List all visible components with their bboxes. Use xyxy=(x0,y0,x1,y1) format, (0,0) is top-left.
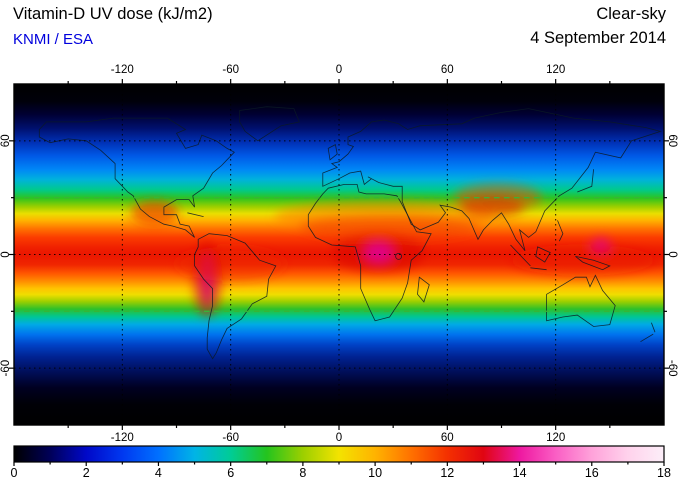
colorbar-tick-label: 8 xyxy=(299,466,306,480)
colorbar-ramp xyxy=(13,445,665,463)
lon-label: -120 xyxy=(111,64,134,76)
graticule xyxy=(14,84,664,425)
lon-label: -60 xyxy=(222,64,239,76)
lat-label: -60 xyxy=(0,360,12,377)
colorbar-tick-label: 12 xyxy=(440,466,454,480)
lon-label: 0 xyxy=(336,64,342,76)
world-map: -120 -60 0 60 120 -120 -60 0 60 120 60 0… xyxy=(0,64,678,444)
figure-title: Vitamin-D UV dose (kJ/m2) xyxy=(13,5,213,23)
coast-japan xyxy=(577,169,594,193)
coast-south-america xyxy=(194,233,277,360)
header-left: Vitamin-D UV dose (kJ/m2) KNMI / ESA xyxy=(13,5,213,48)
coast-madagascar xyxy=(417,276,430,303)
coast-philippines xyxy=(557,220,564,242)
lon-label: 60 xyxy=(441,64,454,76)
coast-sumatra xyxy=(510,244,531,267)
lon-label: -120 xyxy=(111,432,134,444)
lat-axis-left: 60 0 -60 xyxy=(0,134,12,376)
date-label: 4 September 2014 xyxy=(530,29,666,47)
coast-british-isles xyxy=(327,143,338,161)
lon-label: 60 xyxy=(441,432,454,444)
coast-borneo xyxy=(535,246,551,263)
lon-label: -60 xyxy=(222,432,239,444)
lat-axis-right: 60 0 -60 xyxy=(666,134,678,376)
coast-north-america xyxy=(38,117,235,238)
coast-new-zealand xyxy=(640,322,656,343)
lat-label: 60 xyxy=(666,134,678,147)
colorbar-ticks xyxy=(13,462,665,466)
lat-label: 0 xyxy=(666,251,678,257)
colorbar-tick-label: 14 xyxy=(513,466,527,480)
lon-axis-bottom: -120 -60 0 60 120 xyxy=(111,432,566,444)
header-right: Clear-sky 4 September 2014 xyxy=(530,5,666,48)
colorbar-tick-label: 0 xyxy=(11,466,18,480)
coast-java xyxy=(530,267,547,271)
axis-ticks xyxy=(9,79,669,430)
coast-new-guinea xyxy=(575,256,611,271)
coast-africa xyxy=(307,184,432,322)
lon-axis-top: -120 -60 0 60 120 xyxy=(111,64,566,76)
colorbar-tick-label: 16 xyxy=(585,466,599,480)
lon-label: 120 xyxy=(546,432,565,444)
condition-label: Clear-sky xyxy=(596,5,666,23)
uv-hotspots xyxy=(130,183,655,318)
colorbar-tick-label: 10 xyxy=(368,466,382,480)
coast-greenland xyxy=(239,106,300,142)
colorbar: 0 2 4 6 8 10 12 14 16 18 xyxy=(11,445,671,480)
coast-cuba xyxy=(187,212,204,217)
colorbar-labels: 0 2 4 6 8 10 12 14 16 18 xyxy=(11,466,671,480)
coast-eurasia xyxy=(322,108,662,251)
lon-label: 120 xyxy=(546,64,565,76)
colorbar-tick-label: 18 xyxy=(657,466,671,480)
coastlines xyxy=(38,106,662,360)
lon-label: 0 xyxy=(336,432,342,444)
lat-label: 60 xyxy=(0,134,12,147)
coast-australia xyxy=(546,274,616,327)
colorbar-tick-label: 4 xyxy=(155,466,162,480)
colorbar-tick-label: 6 xyxy=(227,466,234,480)
colorbar-tick-label: 2 xyxy=(83,466,90,480)
lat-label: -60 xyxy=(666,360,678,377)
lake-victoria xyxy=(395,252,403,260)
credit-label: KNMI / ESA xyxy=(13,31,94,48)
lat-label: 0 xyxy=(0,251,12,257)
